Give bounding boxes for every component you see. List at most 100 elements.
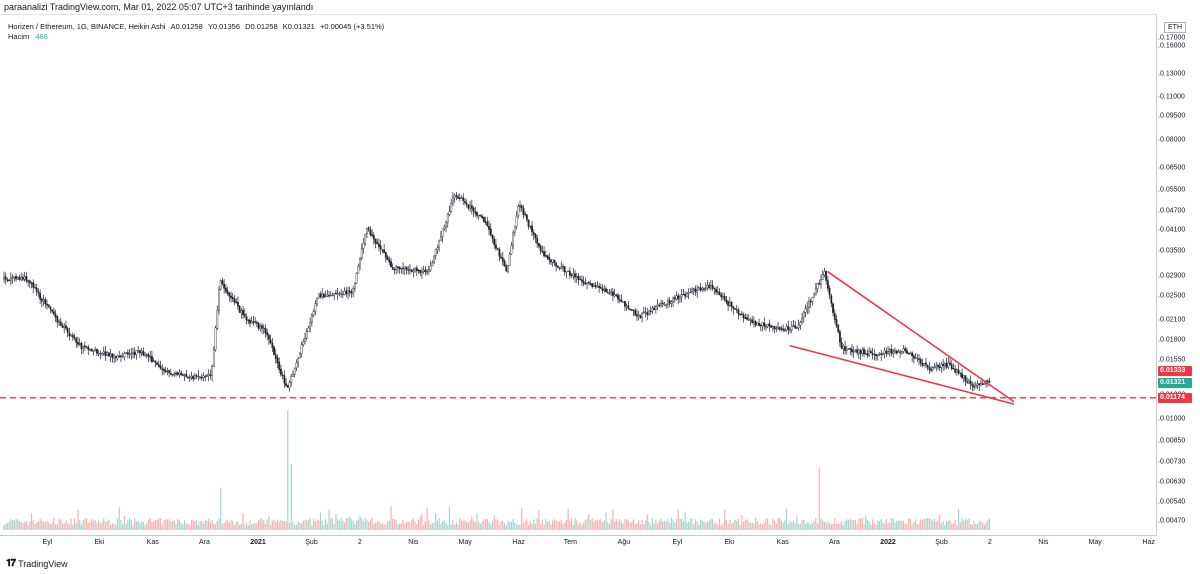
candle-body bbox=[811, 297, 814, 302]
volume-bar bbox=[319, 512, 322, 530]
candle-body bbox=[809, 300, 812, 303]
candle-body bbox=[259, 326, 262, 329]
volume-bar bbox=[283, 521, 285, 530]
candle-body bbox=[971, 383, 974, 387]
volume-bar bbox=[963, 520, 965, 530]
price-tag: 0.01321 bbox=[1158, 378, 1192, 388]
candle-body bbox=[498, 248, 501, 257]
tradingview-brand[interactable]: 𝟏𝟕 TradingView bbox=[6, 558, 68, 569]
chart-pane[interactable] bbox=[0, 14, 1157, 534]
volume-bar bbox=[545, 519, 547, 530]
candle-body bbox=[665, 304, 668, 306]
candle-body bbox=[52, 311, 55, 315]
candle-body bbox=[443, 226, 446, 229]
candle-body bbox=[801, 317, 803, 322]
candle-body bbox=[830, 295, 833, 304]
volume-bar bbox=[889, 522, 891, 530]
candle-body bbox=[620, 299, 623, 302]
candle-body bbox=[679, 296, 681, 299]
volume-bar bbox=[705, 523, 707, 530]
volume-bar bbox=[558, 520, 561, 530]
candle-body bbox=[763, 322, 766, 327]
price-axis[interactable]: 0.17000 0.16000 0.13000 0.11000 0.09500 0.080… bbox=[1157, 15, 1200, 535]
candle-body bbox=[556, 265, 559, 268]
volume-bar bbox=[512, 519, 514, 530]
y-tick-label: 0.04100 bbox=[1157, 226, 1186, 234]
volume-bar bbox=[976, 524, 979, 530]
volume-bar bbox=[720, 525, 722, 530]
candle-body bbox=[938, 366, 941, 369]
candle-body bbox=[23, 276, 26, 280]
volume-bar bbox=[407, 521, 409, 530]
volume-bar bbox=[381, 522, 383, 530]
currency-badge[interactable]: ETH bbox=[1164, 22, 1186, 33]
candle-body bbox=[457, 196, 459, 199]
volume-bar bbox=[230, 519, 232, 530]
candle-body bbox=[383, 249, 386, 253]
candle-body bbox=[980, 383, 982, 386]
candle-body bbox=[869, 351, 872, 354]
volume-bar bbox=[768, 524, 770, 530]
volume-bar bbox=[823, 521, 826, 530]
volume-bar bbox=[751, 522, 753, 530]
volume-bar bbox=[770, 525, 772, 530]
candle-body bbox=[618, 299, 621, 301]
candle-body bbox=[266, 332, 269, 336]
volume-bar bbox=[264, 524, 267, 530]
volume-bar bbox=[397, 524, 399, 530]
volume-bar bbox=[438, 518, 440, 530]
volume-bar bbox=[488, 522, 490, 530]
volume-bar bbox=[369, 520, 371, 530]
volume-bar bbox=[263, 520, 265, 530]
candle-body bbox=[209, 374, 212, 376]
volume-bar bbox=[357, 519, 359, 530]
candle-body bbox=[778, 326, 781, 330]
volume-bar bbox=[56, 524, 58, 530]
candle-body bbox=[54, 314, 57, 318]
candle-body bbox=[570, 274, 573, 276]
volume-bar bbox=[789, 520, 791, 530]
volume-bar bbox=[85, 518, 88, 530]
candle-body bbox=[823, 271, 826, 276]
volume-bar bbox=[964, 519, 967, 530]
volume-bar bbox=[799, 523, 801, 530]
candle-body bbox=[18, 277, 21, 280]
volume-bar bbox=[562, 524, 564, 530]
volume-bar bbox=[739, 525, 741, 530]
candle-body bbox=[732, 306, 735, 309]
candle-body bbox=[949, 362, 951, 365]
volume-bar bbox=[882, 522, 884, 530]
candle-body bbox=[149, 356, 152, 358]
candle-body bbox=[847, 348, 850, 350]
candle-body bbox=[441, 228, 444, 237]
candle-body bbox=[950, 364, 953, 369]
volume-bar bbox=[639, 524, 641, 530]
candle-body bbox=[673, 297, 676, 300]
candle-body bbox=[653, 307, 656, 310]
candle-body bbox=[754, 321, 757, 326]
volume-bar bbox=[235, 522, 237, 530]
candle-body bbox=[976, 383, 979, 386]
volume-bar bbox=[190, 519, 193, 530]
symbol-title[interactable]: Horizen / Ethereum, 1G, BINANCE, Heikin … bbox=[8, 22, 166, 31]
candle-body bbox=[71, 334, 74, 338]
candle-body bbox=[123, 353, 126, 358]
candle-body bbox=[357, 265, 360, 274]
candle-body bbox=[309, 322, 312, 329]
volume-label[interactable]: Hacim bbox=[8, 32, 30, 41]
time-axis[interactable]: Eyl Eki Kas Ara 2021 Şub 2 Nis May Haz Tem Ağu Eyl Ek… bbox=[0, 535, 1157, 550]
candle-body bbox=[782, 328, 785, 331]
volume-bar bbox=[892, 518, 894, 530]
candle-body bbox=[961, 373, 963, 379]
candle-body bbox=[65, 325, 67, 329]
candle-body bbox=[581, 279, 583, 282]
volume-bar bbox=[975, 524, 977, 530]
candle-body bbox=[964, 375, 967, 382]
candle-body bbox=[699, 287, 702, 291]
candle-body bbox=[797, 324, 800, 329]
volume-bar bbox=[538, 510, 540, 530]
volume-bar bbox=[732, 522, 734, 530]
volume-bar bbox=[106, 521, 108, 530]
candle-body bbox=[935, 365, 938, 368]
